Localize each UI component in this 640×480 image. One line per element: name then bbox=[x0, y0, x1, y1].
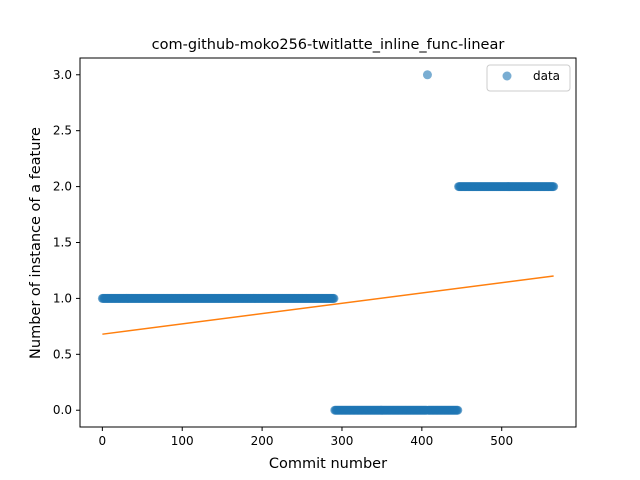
fit-line bbox=[102, 275, 554, 335]
y-axis-label: Number of instance of a feature bbox=[28, 127, 44, 359]
x-tick-label: 500 bbox=[490, 434, 513, 448]
x-tick-label: 300 bbox=[331, 434, 354, 448]
y-tick-label: 3.0 bbox=[53, 68, 72, 82]
y-tick-label: 2.0 bbox=[53, 180, 72, 194]
axes: 0 100 200 300 400 500 0.0 0.5 1.0 1.5 2.0 2.5 3.0 bbox=[53, 57, 577, 448]
data-point bbox=[549, 182, 559, 192]
legend-label: data bbox=[533, 69, 560, 83]
x-tick-label: 400 bbox=[410, 434, 433, 448]
plot-marks bbox=[97, 70, 559, 415]
legend-box bbox=[486, 64, 571, 92]
chart-title: com-github-moko256-twitlatte_inline_func… bbox=[152, 37, 505, 53]
x-tick-label: 100 bbox=[171, 434, 194, 448]
x-tick-label: 0 bbox=[99, 434, 107, 448]
data-point bbox=[453, 405, 463, 415]
data-point bbox=[422, 70, 432, 80]
data-point bbox=[329, 293, 339, 303]
legend: data bbox=[486, 64, 571, 92]
x-axis-label: Commit number bbox=[269, 456, 387, 472]
y-tick-label: 0.0 bbox=[53, 403, 72, 417]
y-tick-label: 1.0 bbox=[53, 291, 72, 305]
x-tick-label: 200 bbox=[251, 434, 274, 448]
y-tick-label: 0.5 bbox=[53, 347, 72, 361]
y-tick-label: 1.5 bbox=[53, 236, 72, 250]
y-tick-label: 2.5 bbox=[53, 124, 72, 138]
legend-marker bbox=[502, 71, 512, 81]
